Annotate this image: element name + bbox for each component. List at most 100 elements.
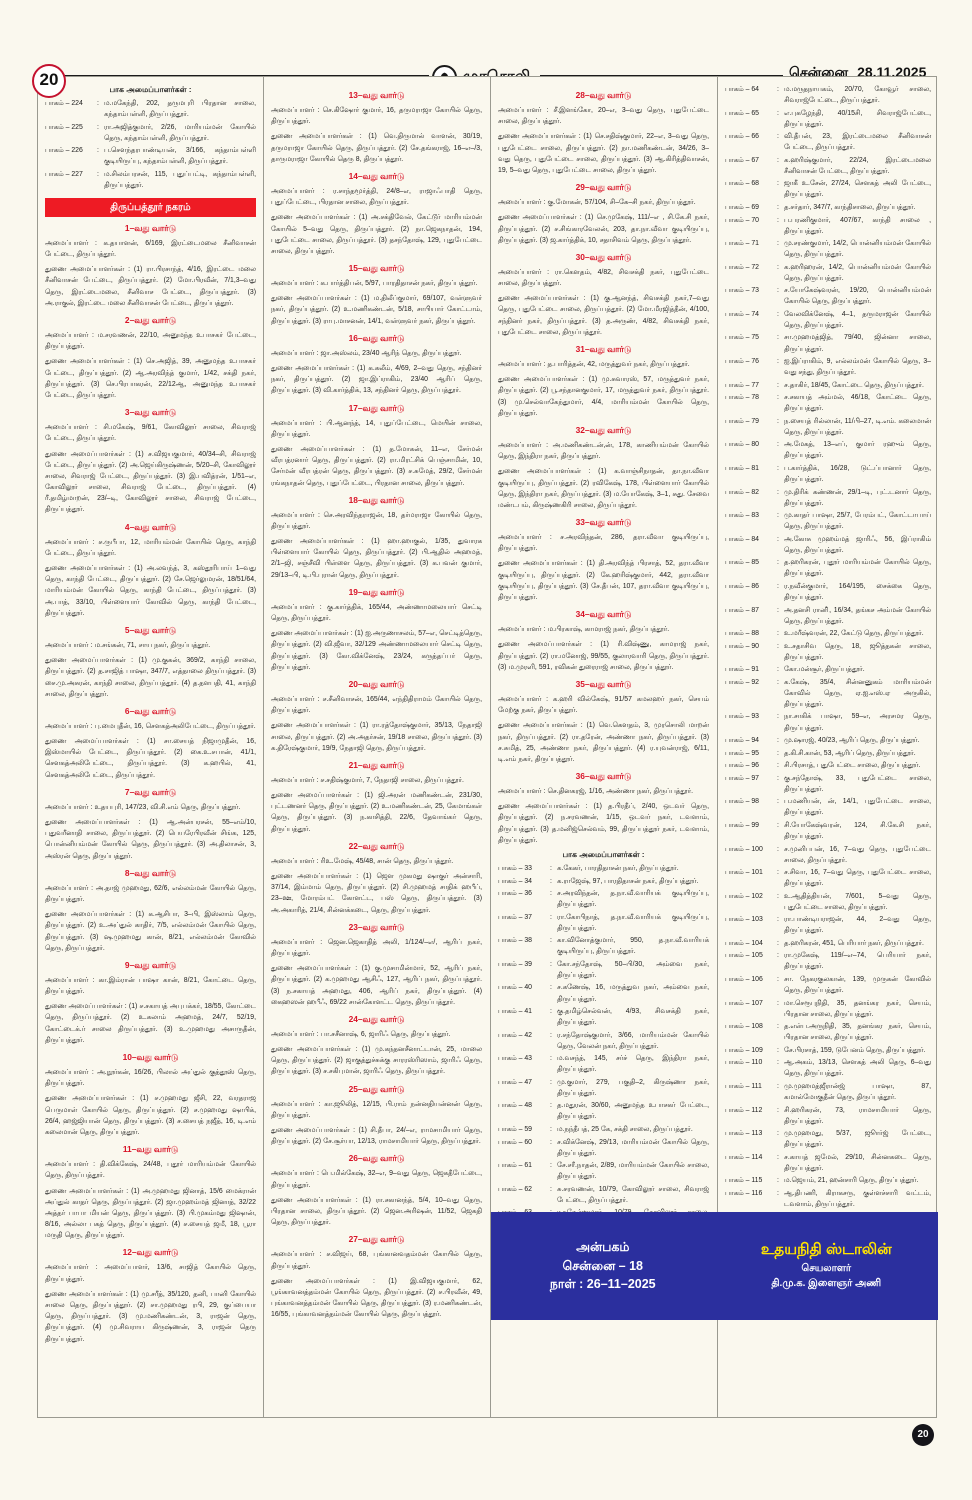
part-entry: பாகம் – 78: ச.சகாயத் அம்மல், 46/18, கோட்ட… <box>725 392 931 414</box>
part-entry: பாகம் – 105: ரா.முகேஷ், 119/–எ–74, பெரியா… <box>725 950 931 972</box>
part-entry: பாகம் – 114: ச.காயத் ஜமேல், 29/10, சின்னக… <box>725 1152 931 1174</box>
part-address: ச.கணேஷ், 16, மருத்துவ நகர், அம்வை நகர், … <box>557 984 709 1003</box>
part-colon: : <box>777 156 779 164</box>
part-address: ப.மணியன், ன், 14/1, புதுபேட்டை சாலை, திர… <box>784 798 931 817</box>
part-colon: : <box>777 1059 779 1067</box>
ward-heading: 21–வது வார்டு <box>348 759 405 770</box>
page-number-badge-bottom: 20 <box>912 1424 934 1446</box>
ward-deputy-organisers: துணை அமைப்பாளர்கள் : (1) செ.சதிஷ்குமார்,… <box>498 133 709 174</box>
part-address: ம.மகேந்தி, 202, தருமபுரி பிரதான சாலை, கந… <box>104 100 256 119</box>
part-entry: பாகம் – 61: சே.சரீ.நாதன், 2/89, மாரியம்மன… <box>498 1160 709 1182</box>
part-address: சா.முஹமத்ஜித், 79/40, ஜின்னா சாலை, திருப… <box>784 334 931 353</box>
part-number: பாகம் – 94 <box>725 737 760 745</box>
part-entry: பாகம் – 97: கு.சந்தோஷ், 33, புதுபேட்டை சா… <box>725 773 931 795</box>
ward-organiser: அமைப்பாளர் : ரிஉ.மேஷ், 45/48, சான் தெரு,… <box>271 857 454 865</box>
part-address: ம.சிலம்பரசன், 115, புதுப்பட்டி, கந்தாம்ப… <box>104 170 256 189</box>
part-colon: : <box>777 798 779 806</box>
part-number: பாகம் – 86 <box>725 582 760 590</box>
part-address: வி.தீபன், 23, இரட்டைமலை சீனிவாசன் பேட்டை… <box>784 133 931 152</box>
part-address: ரா.பாண்டியராஜன், 44, 2–வது தெரு, திருப்ப… <box>784 916 931 935</box>
part-number: பாகம் – 96 <box>725 762 760 770</box>
ward-deputy-organisers: துணை அமைப்பாளர்கள் : (1) ஜி.அரன் மணிகண்ட… <box>271 792 482 833</box>
part-number: பாகம் – 98 <box>725 798 760 806</box>
ward-deputy-organisers: துணை அமைப்பாளர்கள் : (1) ஐ.அருணாசலம், 57… <box>271 630 482 671</box>
part-colon: : <box>550 1102 552 1110</box>
part-address: க.ராஜேஷ், 97, பாரதிதாசன் நகர், திருப்பத்… <box>557 877 699 885</box>
ward-organiser: அமைப்பாளர் : ம.சங்கன், 71, சாய நகர், திர… <box>45 641 211 649</box>
ward-heading: 22–வது வார்டு <box>348 840 405 851</box>
part-entry: பாகம் – 226: ப.சௌந்தரபாண்டியன், 3/166, கந… <box>45 145 256 167</box>
part-colon: : <box>777 892 779 900</box>
part-address: க.ஹரிஹரன், 14/2, பொன்னியம்மன் கோயில் தெர… <box>784 263 931 282</box>
part-entry: பாகம் – 85: த.ஹரிகரன், புதூர் மாரியம்மன் … <box>725 557 931 579</box>
part-address: கோ.சந்தோஷ், 50–பி/30, அம்வை நகர், திருப்… <box>557 960 709 979</box>
ward-organiser: அமைப்பாளர் : ஜென.ஜெகாதித் அலி, 1/124/–எ/… <box>271 938 482 957</box>
ward-organiser: அமைப்பாளர் : க.தயாளன், 6/169, இரட்டைமலை … <box>45 239 256 259</box>
part-address: உ.ஆதித்தியன், 7/601, 5–வது தெரு, புதுபேட… <box>784 892 931 911</box>
part-entry: பாகம் – 40: ச.கணேஷ், 16, மருத்துவ நகர், அ… <box>498 982 709 1004</box>
signature-banner: அன்பகம் சென்னை – 18 நாள் : 26–11–2025 உத… <box>491 1212 938 1320</box>
ward-deputy-organisers: துணை அமைப்பாளர்கள் : (1) வெ.கௌதம், 3, மு… <box>498 722 709 763</box>
part-entry: பாகம் – 77: ச.தாகிர், 18/45, கோட்டை தெரு,… <box>725 380 931 391</box>
part-number: பாகம் – 110 <box>725 1059 763 1067</box>
part-colon: : <box>550 960 552 968</box>
ward-heading: 34–வது வார்டு <box>575 609 632 620</box>
part-number: பாகம் – 76 <box>725 358 760 366</box>
part-colon: : <box>777 109 779 117</box>
part-address: மு.சரண்குமார், 14/2, பொன்னியம்மன் கோயில்… <box>784 240 931 259</box>
part-address: ம.மருதநாயகம், 20/70, கோவூர் சாலை, சிவராஜ… <box>784 86 931 105</box>
ward-heading: 1–வது வார்டு <box>124 222 177 233</box>
ward-deputy-organisers: துணை அமைப்பாளர்கள் : (1) அ.முஹமது ஜினாத்… <box>45 1187 256 1240</box>
part-entry: பாகம் – 39: கோ.சந்தோஷ், 50–பி/30, அம்வை ந… <box>498 959 709 981</box>
ward-organiser: அமைப்பாளர் : பி.ஆனந்த், 14, புதுப்பேட்டை… <box>271 419 482 438</box>
part-entry: பாகம் – 80: அ.மேகத், 13–எப், குமார் ரஹும்… <box>725 439 931 461</box>
part-address: கோ.மன்சூர், திருப்பத்தூர். <box>784 666 865 674</box>
part-entry: பாகம் – 71: மு.சரண்குமார், 14/2, பொன்னியம… <box>725 238 931 260</box>
part-address: கு.தமிழ்செல்வன், 4/93, சிவசக்தி நகர், தி… <box>557 1008 709 1027</box>
content-frame: பாக அமைப்பாளர்கள் : பாகம் – 224: ம.மகேந்தி… <box>37 76 938 1419</box>
ward-heading: 5–வது வார்டு <box>124 624 177 635</box>
part-address: உ.மரீஷ்வரன், 22, கேட்டு தெரு, திருப்பத்த… <box>784 630 924 638</box>
part-address: ச.காயத் ஜமேல், 29/10, சின்னகடை தெரு, திர… <box>784 1153 931 1172</box>
part-colon: : <box>777 358 779 366</box>
ward-heading: 30–வது வார்டு <box>575 251 632 262</box>
part-entry: பாகம் – 79: ந.சையத் ரில்லான், 11/பி–27, ட… <box>725 416 931 438</box>
ward-heading: 15–வது வார்டு <box>348 263 405 274</box>
ward-organiser: அமைப்பாளர் : க.ஹரி வில்கேஷ், 91/57 கமலஹர… <box>498 695 709 715</box>
ward-deputy-organisers: துணை அமைப்பாளர்கள் : (1) சி.தீபா, 24/–எ,… <box>271 1127 482 1146</box>
part-address: எ.புகழேந்தி, 40/15சி, சிவராஜ்பேட்டை, திர… <box>784 109 931 128</box>
part-colon: : <box>777 310 779 318</box>
part-number: பாகம் – 108 <box>725 1023 763 1031</box>
part-entry: பாகம் – 37: ரா.கோபிநாத், த.நா.வீ.வாரியக் … <box>498 912 709 934</box>
part-entry: பாகம் – 91: கோ.மன்சூர், திருப்பத்தூர். <box>725 664 931 675</box>
ward-heading: 11–வது வார்டு <box>122 1144 179 1155</box>
part-entry: பாகம் – 34: க.ராஜேஷ், 97, பாரதிதாசன் நகர்… <box>498 876 709 887</box>
part-entry: பாகம் – 103: ரா.பாண்டியராஜன், 44, 2–வது த… <box>725 914 931 936</box>
part-number: பாகம் – 88 <box>725 630 760 638</box>
ward-organiser: அமைப்பாளர் : அமைப்பாளர், 13/6, சாஜித் கோ… <box>45 1264 256 1283</box>
part-address: ரா.கோபிநாத், த.நா.வீ.வாரியக் குடியிருப்ப… <box>557 913 709 932</box>
banner-right-block: உதயநிதி ஸ்டாலின் செயலாளர் தி.மு.க. இளைஞர… <box>715 1240 939 1291</box>
part-colon: : <box>777 976 779 984</box>
ward-deputy-organisers: துணை அமைப்பாளர்கள் : (1) ச.விஜயகுமார், 4… <box>45 450 256 514</box>
ward-heading: 4–வது வார்டு <box>124 521 177 532</box>
column-1: பாக அமைப்பாளர்கள் : பாகம் – 224: ம.மகேந்தி… <box>38 77 263 1419</box>
ward-organiser: அமைப்பாளர் : சி.மகேஷ், 9/61, கோவிலூர் சா… <box>45 424 256 443</box>
ward-deputy-organisers: துணை அமைப்பாளர்கள் : (1) ம.திலீப்குமார்,… <box>271 295 482 325</box>
part-address: ச.சிவா, 16, 7–வது தெரு, புதுபேட்டை சாலை,… <box>784 869 931 888</box>
part-entry: பாகம் – 82: மு.திரிக் கண்ணன், 29/1–டி, பு… <box>725 487 931 509</box>
part-number: பாகம் – 72 <box>725 263 760 271</box>
ward-organiser: அமைப்பாளர் : ச.அரவிந்தன், 286, தரா.வீவா … <box>498 534 709 553</box>
ward-heading: 19–வது வார்டு <box>348 586 405 597</box>
part-number: பாகம் – 90 <box>725 642 760 650</box>
ward-organiser: அமைப்பாளர் : பெ.மில்கேஷ், 32–எ, 9–வது தெ… <box>271 1170 482 1189</box>
ward-organiser: அமைப்பாளர் : அ.தாஜ் முஹமது, 62/6, எல்லம்… <box>45 884 256 903</box>
banner-date: நாள் : 26–11–2025 <box>549 1277 656 1292</box>
part-number: பாகம் – 75 <box>725 334 760 342</box>
ward-heading: 16–வது வார்டு <box>348 332 405 343</box>
ward-organiser: அமைப்பாளர் : ச.ருபீபா, 12, மாரியம்மன் கோ… <box>45 538 256 557</box>
ward-organiser: அமைப்பாளர் : அ.நூர்கன், 16/26, பிலால் அப… <box>45 1069 256 1088</box>
part-address: சே.பிரசாத், 159, டுபேனம் தெரு, திருப்பத்… <box>784 1046 926 1054</box>
ward-heading: 26–வது வார்டு <box>348 1153 405 1164</box>
banner-city: சென்னை – 18 <box>562 1258 644 1273</box>
